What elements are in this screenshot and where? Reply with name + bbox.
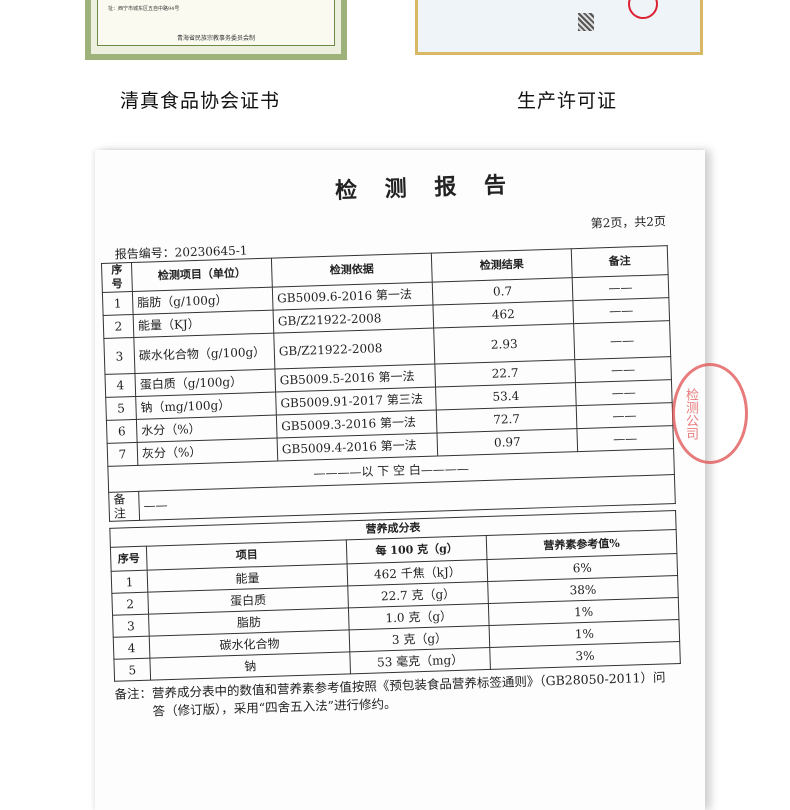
row-note: —— xyxy=(572,274,669,301)
row-no: 2 xyxy=(111,592,149,616)
row-note: —— xyxy=(572,297,670,324)
remark-label: 备注 xyxy=(108,491,140,522)
header-no: 序号 xyxy=(110,546,148,572)
row-no: 3 xyxy=(103,337,135,375)
row-note: —— xyxy=(574,356,672,383)
header-no: 序号 xyxy=(101,262,133,293)
row-item: 碳水化合物（g/100g） xyxy=(133,333,275,374)
red-stamp-icon: 检测公司 xyxy=(672,363,748,464)
row-nrv: 3% xyxy=(489,641,681,670)
qr-code-icon xyxy=(578,13,594,31)
header-item: 检测项目（单位） xyxy=(131,258,273,292)
report-title: 检 测 报 告 xyxy=(334,171,517,205)
report-body: 第2页，共2页 报告编号：20230645-1 序号 检测项目（单位） 检测依据… xyxy=(100,213,715,722)
row-note: —— xyxy=(576,425,674,452)
stamp-text: 检测公司 xyxy=(683,388,698,440)
red-seal-icon xyxy=(628,0,658,19)
header-note: 备注 xyxy=(571,245,669,278)
test-report-paper xyxy=(95,150,705,810)
row-no: 3 xyxy=(112,614,150,638)
row-no: 6 xyxy=(106,419,138,444)
production-license-image xyxy=(415,0,703,55)
row-no: 7 xyxy=(107,442,138,467)
test-results-table: 序号 检测项目（单位） 检测依据 检测结果 备注 1 脂肪（g/100g） GB50… xyxy=(101,245,676,522)
halal-certificate-image: 址：西宁市城东区五自中路94号 青海省民族宗教事务委员会制 xyxy=(85,0,347,60)
halal-certificate-caption: 清真食品协会证书 xyxy=(120,90,281,112)
row-no: 2 xyxy=(103,314,134,339)
row-no: 1 xyxy=(111,570,148,594)
row-note: —— xyxy=(576,402,673,429)
production-license-caption: 生产许可证 xyxy=(517,90,618,112)
row-note: —— xyxy=(575,379,673,406)
row-no: 5 xyxy=(113,658,151,682)
header-result: 检测结果 xyxy=(431,248,573,283)
row-no: 4 xyxy=(113,636,150,660)
row-note: —— xyxy=(573,320,671,360)
certificate-issuer: 青海省民族宗教事务委员会制 xyxy=(176,35,255,42)
row-no: 4 xyxy=(104,373,136,398)
certificate-address: 址：西宁市城东区五自中路94号 xyxy=(108,6,180,12)
row-per100: 53 毫克（mg） xyxy=(349,647,491,674)
row-result: 2.93 xyxy=(433,323,575,365)
row-no: 5 xyxy=(105,396,137,421)
nutrition-table: 营养成分表 序号 项目 每 100 克（g） 营养素参考值% 1 能量 462 千焦… xyxy=(109,510,681,682)
row-basis: GB/Z21922-2008 xyxy=(273,328,435,370)
row-no: 1 xyxy=(102,291,134,316)
